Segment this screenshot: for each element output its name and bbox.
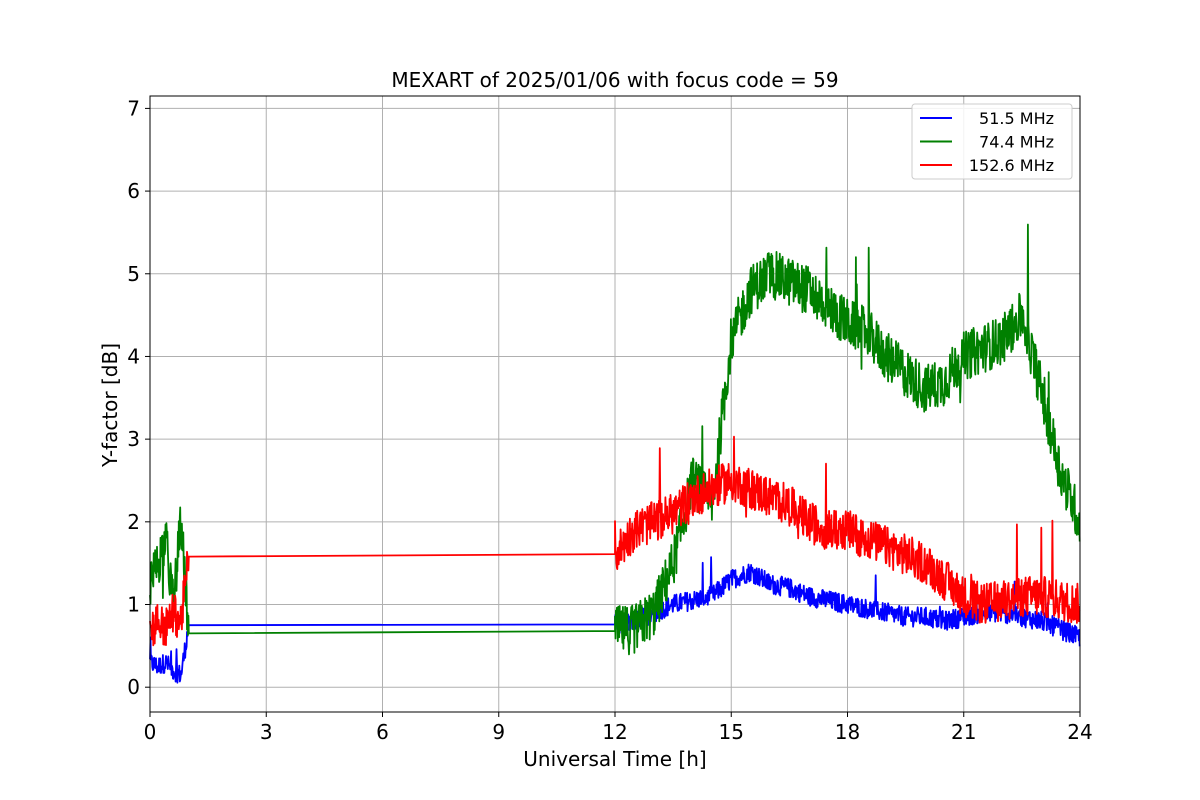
x-tick-label: 24: [1067, 720, 1092, 744]
y-tick-label: 3: [127, 427, 140, 451]
y-tick-label: 2: [127, 510, 140, 534]
x-tick-label: 18: [835, 720, 860, 744]
series-layer: [149, 223, 1081, 684]
x-tick-label: 9: [492, 720, 505, 744]
y-tick-label: 4: [127, 344, 140, 368]
y-tick-label: 6: [127, 179, 140, 203]
x-tick-label: 12: [602, 720, 627, 744]
x-tick-label: 21: [951, 720, 976, 744]
x-tick-label: 6: [376, 720, 389, 744]
y-tick-label: 7: [127, 96, 140, 120]
series-line: [149, 223, 1081, 656]
series-line: [149, 435, 1081, 647]
chart-title: MEXART of 2025/01/06 with focus code = 5…: [391, 68, 838, 92]
legend-box: [911, 103, 1073, 180]
y-axis-label: Y-factor [dB]: [98, 343, 122, 468]
legend: 51.5 MHz 74.4 MHz 152.6 MHz: [911, 103, 1073, 180]
y-tick-label: 0: [127, 675, 140, 699]
legend-entry: 51.5 MHz: [979, 109, 1054, 128]
x-tick-label: 0: [144, 720, 157, 744]
legend-entry: 74.4 MHz: [979, 133, 1054, 152]
x-axis: 0 3 6 9 12 15 18 21 24: [144, 712, 1093, 744]
x-tick-label: 15: [719, 720, 744, 744]
y-tick-label: 5: [127, 262, 140, 286]
y-axis: 0 1 2 3 4 5 6 7: [127, 96, 150, 699]
x-tick-label: 3: [260, 720, 273, 744]
x-axis-label: Universal Time [h]: [523, 747, 706, 771]
legend-entry: 152.6 MHz: [969, 156, 1054, 175]
y-tick-label: 1: [127, 593, 140, 617]
